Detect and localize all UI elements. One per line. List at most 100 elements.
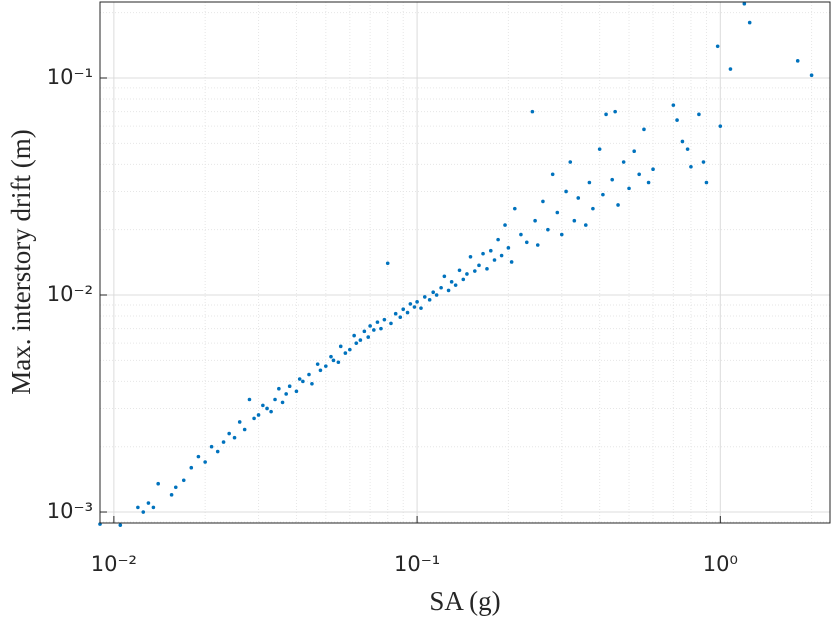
data-point [209,444,214,449]
data-point [398,315,403,320]
data-point [408,302,413,306]
data-point [616,203,620,207]
data-point [379,326,383,331]
data-point [352,333,356,338]
data-point [405,310,410,315]
data-point [503,223,507,227]
data-point [196,454,201,459]
data-point [559,232,564,237]
data-point [601,192,605,197]
data-point [446,288,451,293]
data-point [273,397,277,402]
data-point [277,386,281,391]
data-point [232,435,237,440]
data-point [496,237,500,242]
data-point [541,199,545,204]
data-point [533,218,537,223]
data-point [485,267,489,271]
data-point [524,240,529,245]
data-point [221,440,226,444]
data-point [269,409,273,414]
data-point [632,149,637,153]
data-point [555,210,560,215]
data-point [368,324,372,328]
data-point [697,112,701,117]
data-point [393,311,398,316]
y-tick-label: 10⁻² [47,282,93,306]
data-point [439,285,443,290]
data-point [680,139,685,144]
x-axis-label: SA (g) [429,586,500,616]
data-point [227,431,231,436]
data-point [287,384,292,389]
data-point [307,372,311,377]
data-point [261,403,265,408]
data-point [512,206,517,211]
data-point [587,180,592,185]
data-point [366,335,371,339]
data-point [492,258,497,262]
data-point [651,167,655,171]
data-point [546,227,550,232]
data-point [189,465,194,470]
data-point [294,389,299,394]
data-point [481,251,485,256]
data-point [499,253,504,258]
data-point [473,269,477,273]
data-point [242,427,247,432]
data-point [704,180,709,185]
data-point [457,268,462,273]
data-point [401,307,406,312]
plot-area [100,2,830,523]
data-point [331,358,336,363]
data-point [568,160,573,164]
data-point [613,109,617,114]
data-point [550,172,555,177]
data-point [343,351,348,355]
data-point [336,360,341,365]
data-point [118,523,123,527]
data-point [297,377,302,381]
data-point [488,248,493,253]
data-point [358,338,363,342]
data-point [509,260,514,264]
data-point [597,147,602,151]
data-point [671,103,676,107]
data-point [141,510,146,514]
x-tick-label: 10⁻¹ [394,552,440,576]
y-axis-label: Max. interstory drift (m) [6,129,36,394]
data-point [169,493,174,497]
data-point [385,261,390,266]
data-point [689,164,693,169]
data-point [477,263,481,268]
data-point [431,290,435,295]
data-point [389,321,393,326]
data-point [318,368,323,373]
data-point [519,232,523,237]
data-point [795,59,800,63]
data-point [215,449,220,454]
data-point [506,246,511,250]
data-point [419,306,423,310]
data-point [301,379,305,384]
data-point [685,147,690,151]
data-point [382,317,387,322]
data-point [642,127,646,132]
data-point [453,283,458,287]
data-point [728,67,733,71]
x-tick-label: 10⁻² [91,552,137,576]
data-point [701,160,706,164]
plot-frame [99,1,831,524]
data-point [718,124,723,128]
data-point [583,223,588,227]
data-point [809,73,814,78]
data-point [427,298,432,302]
data-point [747,20,752,25]
data-point [564,189,568,194]
data-point [461,277,466,282]
y-tick-label: 10⁻³ [47,499,93,523]
data-point [151,505,156,510]
data-point [468,254,473,259]
